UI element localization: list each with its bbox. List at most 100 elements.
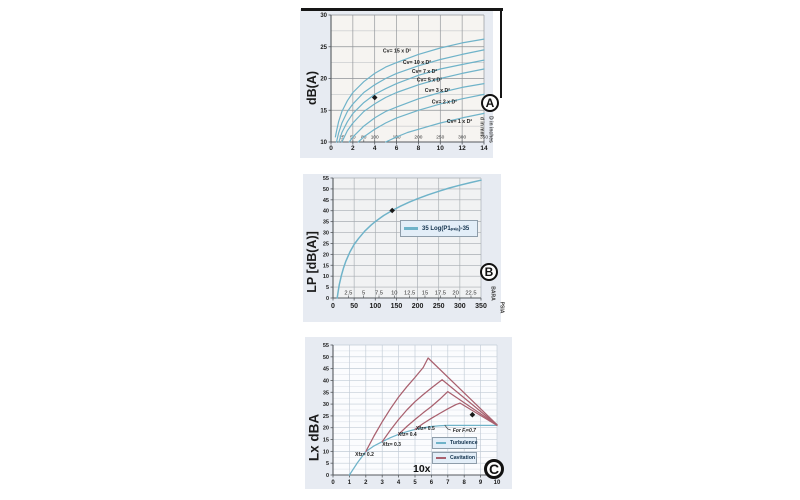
chart-c-legend-turbulence: Turbulence (432, 437, 478, 449)
curve-label: Cv= 7 x D² (412, 69, 438, 75)
y-tick-label: 15 (323, 438, 329, 444)
series-line (365, 357, 498, 453)
curve-label: Xfz= 0.2 (355, 452, 374, 458)
data-point-marker (469, 411, 476, 418)
chart-b-legend-label: 35 Log(P1ₚₛᵢₐ)-35 (422, 226, 470, 232)
chart-c-x-axis-title: 10x (413, 463, 431, 475)
x-tick-label: 0 (329, 145, 333, 152)
series-line (357, 93, 485, 143)
chart-a-inches-scale-title: D in inches (487, 116, 494, 143)
series-line (385, 112, 485, 143)
chart-B-plot-area (333, 178, 481, 298)
series-line (348, 424, 498, 476)
x-tick-label: 2 (364, 480, 368, 486)
secondary-scale-label: 15 (422, 291, 428, 297)
x-tick-label: 4 (373, 145, 377, 152)
x-tick-label: 1 (348, 480, 352, 486)
y-tick-label: 55 (323, 176, 329, 182)
secondary-scale-label: 5 (362, 291, 365, 297)
y-tick-label: 0 (326, 473, 329, 479)
y-tick-label: 35 (323, 220, 329, 226)
x-tick-label: 4 (397, 480, 401, 486)
chart-a-mm-scale-title: d in mm (478, 116, 485, 137)
data-point-marker (371, 94, 378, 101)
chart-c-legend-cavitation-label: Cavitation (450, 455, 476, 461)
series-line (334, 38, 485, 138)
series-line (348, 82, 485, 143)
frame-right-line (499, 8, 502, 98)
chart-b-legend: 35 Log(P1ₚₛᵢₐ)-35 (400, 220, 478, 237)
frame-top-line (301, 8, 503, 11)
y-tick-label: 30 (323, 231, 329, 237)
curve-label: Xfz= 0.5 (416, 426, 435, 432)
y-tick-label: 40 (323, 209, 329, 215)
x-tick-label: 14 (480, 145, 488, 152)
curve-label: Xfz= 0.4 (398, 432, 417, 438)
chart-c-legend-cavitation: Cavitation (432, 452, 477, 464)
x-tick-label: 8 (417, 145, 421, 152)
secondary-scale-label: 7.5 (375, 291, 383, 297)
y-tick-label: 25 (323, 414, 329, 420)
y-tick-label: 25 (320, 45, 327, 51)
y-tick-label: 10 (320, 140, 327, 146)
x-tick-label: 5 (413, 480, 417, 486)
series-line (336, 179, 482, 299)
series-line (414, 402, 498, 431)
x-tick-label: 0 (331, 480, 335, 486)
legend-line-sample-cavitation (436, 457, 446, 459)
secondary-scale-label: 20 (452, 291, 458, 297)
x-tick-label: 7 (446, 480, 450, 486)
series-line (341, 68, 485, 143)
curve-label: Cv= 15 x D² (383, 48, 411, 54)
x-tick-label: 0 (331, 303, 335, 310)
x-tick-label: 50 (350, 303, 358, 310)
chart-c-y-axis-title: Lx dBA (306, 413, 322, 462)
y-tick-label: 40 (323, 378, 329, 384)
secondary-scale-label: 300 (458, 135, 466, 141)
secondary-scale-label: 2.5 (344, 291, 352, 297)
chart-c-legend-turbulence-label: Turbulence (450, 440, 478, 446)
series-line (338, 59, 485, 143)
curve-label: Xfz= 0.3 (382, 442, 401, 448)
x-tick-label: 350 (475, 303, 487, 310)
chart-a-y-axis-title: dB(A) (305, 71, 319, 106)
x-tick-label: 3 (381, 480, 385, 486)
y-tick-label: 30 (320, 13, 327, 19)
y-tick-label: 10 (323, 274, 329, 280)
curve-label: Cv= 5 x D² (417, 78, 443, 84)
y-tick-label: 55 (323, 343, 329, 349)
chart-a-badge: A (481, 94, 499, 112)
y-tick-label: 20 (320, 77, 327, 83)
x-tick-label: 100 (369, 303, 381, 310)
x-tick-label: 8 (463, 480, 467, 486)
series-line (381, 379, 498, 443)
y-tick-label: 10 (323, 449, 329, 455)
curve-label: Cv= 10 x D² (403, 60, 431, 66)
x-tick-label: 6 (430, 480, 434, 486)
secondary-scale-label: 250 (436, 135, 444, 141)
y-tick-label: 5 (326, 285, 329, 291)
curve-label: Cv= 2 x D² (432, 99, 458, 105)
y-tick-label: 35 (323, 390, 329, 396)
y-tick-label: 15 (320, 108, 327, 114)
y-tick-label: 15 (323, 263, 329, 269)
y-tick-label: 25 (323, 241, 329, 247)
series-line (397, 390, 498, 435)
x-tick-label: 150 (391, 303, 403, 310)
y-tick-label: 30 (323, 402, 329, 408)
annotation-label: For Fₗ=0.7 (453, 428, 476, 434)
secondary-scale-label: 22.5 (465, 291, 476, 297)
secondary-scale-label: 10 (391, 291, 397, 297)
x-tick-label: 300 (454, 303, 466, 310)
x-tick-label: 12 (459, 145, 467, 152)
chart-b-bara-scale-title: BARA (489, 286, 496, 301)
y-tick-label: 0 (326, 296, 329, 302)
series-line (335, 49, 485, 143)
data-point-marker (389, 207, 395, 214)
x-tick-label: 9 (479, 480, 483, 486)
y-tick-label: 45 (323, 198, 329, 204)
chart-c-badge: C (484, 459, 504, 479)
y-tick-label: 20 (323, 252, 329, 258)
